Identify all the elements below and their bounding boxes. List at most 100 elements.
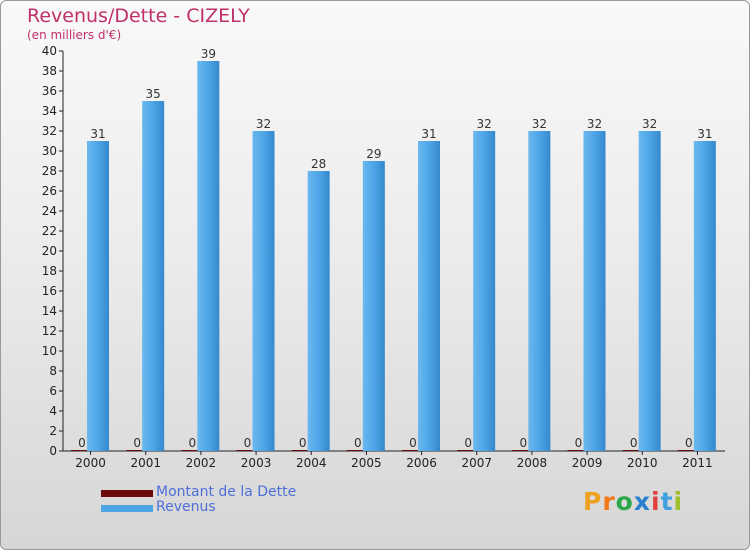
bar-revenus xyxy=(638,131,661,451)
x-tick-label: 2007 xyxy=(461,456,492,470)
bar-label-dette: 0 xyxy=(575,436,583,450)
y-tick-label: 24 xyxy=(42,204,57,218)
bar-label-revenus: 32 xyxy=(642,117,657,131)
bar-label-dette: 0 xyxy=(244,436,252,450)
y-tick-label: 2 xyxy=(49,424,57,438)
bar-dette xyxy=(402,450,424,451)
chart-axes: 0246810121416182022242628303234363840200… xyxy=(42,44,725,470)
bar-revenus xyxy=(473,131,496,451)
chart-title: Revenus/Dette - CIZELY xyxy=(27,5,250,27)
bar-revenus xyxy=(307,171,330,451)
bar-revenus xyxy=(418,141,440,451)
x-tick-label: 2008 xyxy=(517,456,548,470)
x-tick-label: 2010 xyxy=(627,456,658,470)
bar-label-dette: 0 xyxy=(133,436,141,450)
bar-revenus xyxy=(142,101,165,451)
bar-revenus xyxy=(197,61,220,451)
bar-revenus xyxy=(87,141,109,451)
bar-label-dette: 0 xyxy=(464,436,472,450)
bar-label-revenus: 32 xyxy=(256,117,271,131)
logo-letter: o xyxy=(615,487,634,516)
chart-labels: 0 31 0 35 0 39 0 32 0 28 0 29 0 31 0 32 0 32 0 32 0 32 0 31 xyxy=(78,47,712,450)
x-tick-label: 2011 xyxy=(682,456,713,470)
bar-label-revenus: 32 xyxy=(477,117,492,131)
bar-label-revenus: 35 xyxy=(146,87,161,101)
logo-letter: r xyxy=(602,487,616,516)
y-tick-label: 26 xyxy=(42,184,57,198)
bar-dette xyxy=(181,450,204,451)
x-tick-label: 2004 xyxy=(296,456,327,470)
bar-revenus xyxy=(252,131,275,451)
y-tick-label: 16 xyxy=(42,284,57,298)
y-tick-label: 20 xyxy=(42,244,57,258)
logo-letter: t xyxy=(660,487,674,516)
bar-label-dette: 0 xyxy=(354,436,362,450)
bar-dette xyxy=(236,450,259,451)
bar-label-revenus: 31 xyxy=(421,127,436,141)
proxiti-logo: Proxiti xyxy=(583,487,683,516)
y-tick-label: 10 xyxy=(42,344,57,358)
bar-label-dette: 0 xyxy=(299,436,307,450)
bar-label-dette: 0 xyxy=(685,436,693,450)
bar-dette xyxy=(346,450,369,451)
x-tick-label: 2006 xyxy=(406,456,437,470)
bar-label-dette: 0 xyxy=(189,436,197,450)
y-tick-label: 36 xyxy=(42,84,57,98)
y-tick-label: 8 xyxy=(49,364,57,378)
bar-dette xyxy=(567,450,590,451)
y-tick-label: 28 xyxy=(42,164,57,178)
x-tick-label: 2003 xyxy=(241,456,272,470)
y-tick-label: 32 xyxy=(42,124,57,138)
logo-letter: i xyxy=(673,487,684,516)
y-tick-label: 34 xyxy=(42,104,57,118)
bar-revenus xyxy=(528,131,551,451)
bar-label-revenus: 39 xyxy=(201,47,216,61)
bar-revenus xyxy=(362,161,385,451)
legend-label-revenus: Revenus xyxy=(156,499,216,515)
x-tick-label: 2002 xyxy=(186,456,217,470)
bar-label-revenus: 32 xyxy=(532,117,547,131)
y-tick-label: 38 xyxy=(42,64,57,78)
bar-revenus xyxy=(583,131,606,451)
y-tick-label: 14 xyxy=(42,304,57,318)
bar-label-revenus: 29 xyxy=(366,147,381,161)
x-tick-label: 2009 xyxy=(572,456,603,470)
bar-label-dette: 0 xyxy=(409,436,417,450)
bar-label-dette: 0 xyxy=(630,436,638,450)
legend-swatch-revenus xyxy=(101,505,153,512)
y-tick-label: 12 xyxy=(42,324,57,338)
bar-dette xyxy=(457,450,480,451)
bar-dette xyxy=(677,450,700,451)
x-tick-label: 2000 xyxy=(75,456,106,470)
y-tick-label: 40 xyxy=(42,44,57,58)
legend-swatch-dette xyxy=(101,490,153,497)
bar-dette xyxy=(622,450,645,451)
bar-label-revenus: 31 xyxy=(90,127,105,141)
y-tick-label: 4 xyxy=(49,404,57,418)
logo-letter: P xyxy=(583,487,603,516)
bar-label-revenus: 32 xyxy=(587,117,602,131)
bar-revenus xyxy=(693,141,716,451)
bar-label-dette: 0 xyxy=(78,436,86,450)
bar-dette xyxy=(71,450,93,451)
bar-dette xyxy=(291,450,314,451)
y-tick-label: 0 xyxy=(49,444,57,458)
y-tick-label: 18 xyxy=(42,264,57,278)
bar-label-dette: 0 xyxy=(520,436,528,450)
bar-dette xyxy=(126,450,149,451)
legend-label-dette: Montant de la Dette xyxy=(156,484,297,500)
logo-letter: x xyxy=(633,487,651,516)
x-tick-label: 2001 xyxy=(130,456,161,470)
bar-label-revenus: 28 xyxy=(311,157,326,171)
chart-subtitle: (en milliers d'€) xyxy=(27,28,122,42)
y-tick-label: 30 xyxy=(42,144,57,158)
bar-label-revenus: 31 xyxy=(697,127,712,141)
logo-letter: i xyxy=(651,487,661,516)
chart-bars xyxy=(71,61,716,451)
y-tick-label: 6 xyxy=(49,384,57,398)
bar-dette xyxy=(512,450,535,451)
y-tick-label: 22 xyxy=(42,224,57,238)
x-tick-label: 2005 xyxy=(351,456,382,470)
